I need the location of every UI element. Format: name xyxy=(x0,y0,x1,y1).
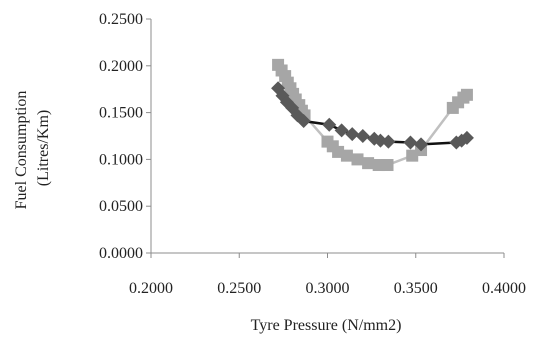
y-tick-label: 0.2000 xyxy=(99,58,143,75)
x-tick-label: 0.2500 xyxy=(217,280,261,297)
y-tick-label: 0.1000 xyxy=(99,151,143,168)
series-1-point xyxy=(403,135,418,150)
y-axis-title-line-1: Fuel Consumption xyxy=(13,91,30,210)
series-2-point xyxy=(340,149,353,162)
x-tick-label: 0.2000 xyxy=(129,280,173,297)
series-2-point xyxy=(351,153,364,166)
series-layer xyxy=(271,58,474,172)
series-1-point xyxy=(459,130,474,145)
y-tick-label: 0.2500 xyxy=(99,11,143,28)
series-2-point xyxy=(460,88,473,101)
x-axis-title: Tyre Pressure (N/mm2) xyxy=(251,317,402,334)
series-1-point xyxy=(334,123,349,138)
series-1-point xyxy=(373,133,388,148)
y-tick-label: 0.1500 xyxy=(99,105,143,122)
series-2-point xyxy=(362,157,375,170)
series-1-point xyxy=(345,127,360,142)
y-axis-title: Fuel Consumption (Litres/Km) xyxy=(13,87,52,210)
x-tick-label: 0.3000 xyxy=(306,280,350,297)
series-1-point xyxy=(381,134,396,149)
series-1-point xyxy=(414,137,429,152)
series-1-point xyxy=(296,114,311,129)
series-1-point xyxy=(322,117,337,132)
series-1-point xyxy=(355,129,370,143)
x-tick-label: 0.3500 xyxy=(394,280,438,297)
y-tick-label: 0.0000 xyxy=(99,245,143,262)
y-axis-title-line-2: (Litres/Km) xyxy=(35,110,52,186)
y-tick-label: 0.0500 xyxy=(99,198,143,215)
series-2-point xyxy=(381,159,394,172)
x-tick-label: 0.4000 xyxy=(482,280,526,297)
tick-layer: 0.0000 0.0500 0.1000 0.1500 0.2000 0.2500 0.20… xyxy=(99,11,526,297)
